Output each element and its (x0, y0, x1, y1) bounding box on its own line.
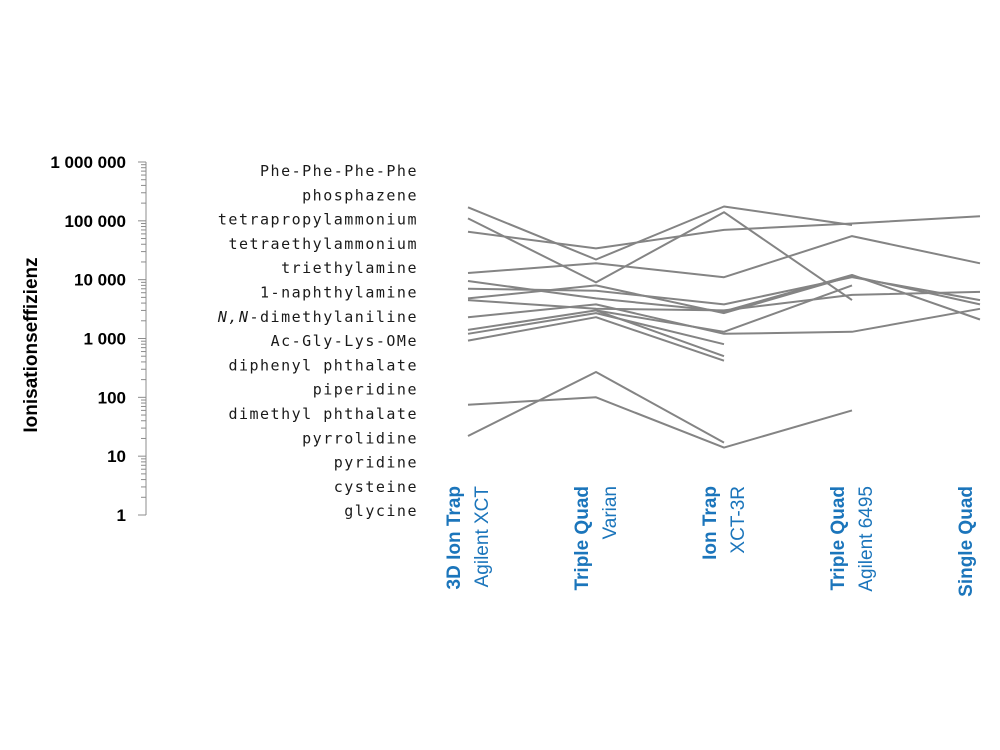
y-tick-label: 10 000 (74, 271, 126, 290)
y-tick-label: 1 (117, 506, 126, 525)
compound-label: tetrapropylammonium (218, 211, 418, 229)
series-line (467, 235, 981, 279)
compound-label: cysteine (334, 478, 418, 496)
compound-label: pyrrolidine (302, 429, 418, 447)
instrument-type-label: Ion Trap (700, 486, 721, 560)
instrument-model-label: Varian (600, 486, 621, 540)
compound-labels: Phe-Phe-Phe-Phe phosphazene tetrapropylamm… (217, 162, 418, 520)
y-axis-tick-labels: 1 000 000 100 000 10 000 1 000 100 10 1 (50, 153, 126, 525)
series-line (467, 316, 725, 362)
compound-label: Phe-Phe-Phe-Phe (260, 162, 418, 180)
compound-label: dimethyl phthalate (228, 405, 418, 423)
series-line (595, 309, 725, 358)
instrument-model-label: XCT-3R (728, 486, 749, 554)
instrument-type-label: 3D Ion Trap (444, 486, 465, 589)
series-line (467, 396, 853, 449)
series-lines (467, 205, 981, 449)
y-tick-label: 1 000 (83, 330, 126, 349)
y-axis-title: Ionisationseffizienz (21, 257, 42, 432)
y-tick-label: 100 (98, 388, 126, 407)
instrument-type-label: Triple Quad (572, 486, 593, 591)
series-line (467, 205, 853, 261)
compound-label: phosphazene (302, 186, 418, 204)
series-line (467, 275, 981, 315)
y-tick-label: 100 000 (65, 212, 126, 231)
compound-label: 1-naphthylamine (260, 284, 418, 302)
compound-label: pyridine (334, 454, 418, 472)
compound-label: tetraethylammonium (228, 235, 418, 253)
series-line (467, 284, 853, 333)
compound-label: Ac-Gly-Lys-OMe (271, 332, 418, 350)
series-line (467, 371, 725, 444)
instrument-model-label: Agilent XCT (472, 486, 493, 588)
compound-label: triethylamine (281, 259, 418, 277)
y-tick-label: 1 000 000 (50, 153, 126, 172)
y-axis-ticks (138, 161, 146, 516)
compound-label: N,N-dimethylaniline (217, 308, 418, 326)
instrument-type-label: Triple Quad (828, 486, 849, 591)
series-line (467, 215, 981, 250)
instrument-type-label: Single Quad (956, 486, 977, 597)
compound-label: glycine (344, 502, 418, 520)
instrument-labels: 3D Ion Trap Agilent XCT Triple Quad Varian I… (444, 486, 977, 597)
compound-label: piperidine (313, 381, 418, 399)
series-line (467, 303, 981, 335)
compound-label: diphenyl phthalate (228, 356, 418, 374)
instrument-model-label: Agilent 6495 (856, 486, 877, 592)
series-line (467, 312, 725, 346)
y-tick-label: 10 (107, 447, 126, 466)
series-line (467, 290, 981, 312)
